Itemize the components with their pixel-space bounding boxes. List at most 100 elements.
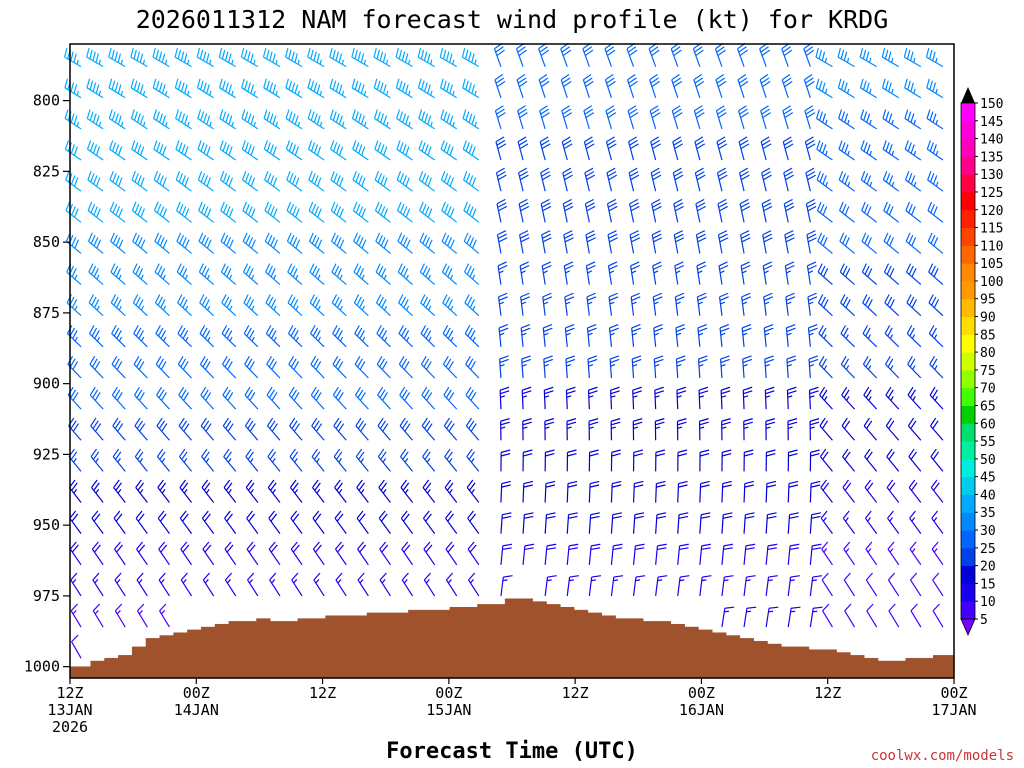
wind-barb — [904, 170, 922, 192]
y-tick-label: 875 — [33, 304, 60, 322]
wind-barb — [174, 47, 192, 68]
wind-barb — [677, 543, 689, 565]
credit-link[interactable]: coolwx.com/models — [871, 748, 1014, 764]
wind-barb — [544, 480, 556, 503]
wind-barb — [378, 479, 391, 503]
wind-barb — [110, 263, 126, 286]
wind-barb — [498, 324, 509, 347]
wind-barb — [717, 198, 729, 223]
wind-barb — [566, 449, 577, 472]
wind-barb — [632, 575, 646, 596]
wind-barb — [741, 292, 751, 316]
wind-barb — [517, 136, 529, 161]
wind-barb — [91, 510, 104, 535]
wind-barb — [883, 201, 900, 223]
wind-barb — [743, 543, 756, 565]
colorbar-top-arrow — [961, 87, 975, 103]
wind-barb — [285, 47, 303, 68]
wind-barb — [136, 603, 148, 628]
wind-barb — [154, 232, 170, 254]
wind-barb — [463, 232, 480, 254]
wind-barb — [465, 386, 480, 410]
colorbar-label: 35 — [980, 506, 996, 521]
wind-barb — [500, 449, 511, 472]
wind-barb — [133, 355, 148, 379]
colorbar-label: 100 — [980, 275, 1003, 290]
colorbar-label: 135 — [980, 150, 1003, 165]
wind-barb — [240, 47, 259, 68]
wind-barb — [90, 448, 104, 472]
wind-barb — [201, 448, 215, 472]
x-tick-label: 00Z — [940, 684, 967, 702]
wind-barb — [287, 294, 303, 317]
wind-barb — [804, 136, 816, 161]
wind-barb — [264, 201, 281, 223]
wind-barb — [840, 355, 855, 379]
wind-barb — [604, 42, 616, 67]
wind-barb — [816, 170, 833, 192]
wind-barb — [904, 140, 922, 161]
wind-barb — [445, 510, 458, 535]
x-tick-label: 13JAN — [47, 701, 92, 719]
wind-barb — [114, 572, 126, 597]
wind-barb — [108, 47, 126, 68]
wind-barb — [610, 386, 620, 410]
wind-barb — [155, 355, 170, 379]
wind-barb — [544, 449, 555, 472]
wind-barb — [422, 510, 436, 535]
y-tick-label: 1000 — [24, 658, 60, 676]
wind-barb — [158, 541, 170, 566]
wind-barb — [374, 201, 391, 223]
wind-barb — [418, 140, 435, 161]
wind-barb — [652, 261, 663, 285]
colorbar-label: 115 — [980, 222, 1003, 237]
wind-barb — [583, 136, 595, 161]
wind-barb — [864, 479, 878, 503]
wind-barb — [765, 449, 776, 472]
colorbar-legend: 5 10 15 20 25 30 35 40 45 50 55 60 65 70 75 80 85 90 95 100… — [960, 87, 1003, 636]
wind-barb — [351, 47, 369, 68]
wind-barb — [653, 324, 664, 347]
wind-barb — [932, 572, 944, 597]
wind-barb — [132, 232, 148, 254]
wind-barb — [860, 109, 877, 130]
wind-barb — [152, 47, 170, 68]
wind-barb — [176, 232, 192, 254]
wind-barb — [352, 140, 369, 161]
wind-barb — [585, 261, 596, 285]
wind-barb — [518, 198, 530, 223]
wind-barb — [423, 541, 436, 566]
wind-barb — [267, 417, 281, 441]
wind-barb — [332, 325, 347, 348]
wind-barb — [131, 140, 148, 161]
wind-barb — [822, 603, 833, 628]
wind-barb — [883, 263, 900, 286]
wind-barb — [131, 170, 148, 192]
wind-barb — [335, 572, 347, 597]
wind-barb — [820, 479, 833, 503]
wind-barb — [694, 167, 706, 192]
wind-barb — [673, 230, 685, 254]
wind-barb — [114, 603, 126, 628]
wind-barb — [113, 510, 126, 535]
wind-barb — [243, 294, 259, 317]
wind-barb — [698, 418, 709, 441]
wind-barb — [606, 198, 618, 223]
wind-barb — [521, 355, 531, 379]
wind-barb — [698, 386, 709, 410]
colorbar-swatch — [961, 369, 975, 389]
wind-barb — [910, 603, 922, 628]
wind-barb — [808, 386, 819, 410]
colorbar-swatch — [961, 387, 975, 406]
wind-barb — [588, 575, 602, 596]
wind-barb — [716, 167, 728, 192]
wind-barb — [442, 325, 458, 348]
wind-barb — [675, 355, 686, 379]
wind-barb — [808, 355, 819, 379]
wind-barb — [522, 480, 534, 503]
wind-barb — [840, 294, 855, 317]
wind-barb — [544, 512, 556, 534]
wind-barb — [582, 74, 594, 98]
wind-barb — [838, 140, 855, 161]
wind-barb — [839, 232, 855, 254]
